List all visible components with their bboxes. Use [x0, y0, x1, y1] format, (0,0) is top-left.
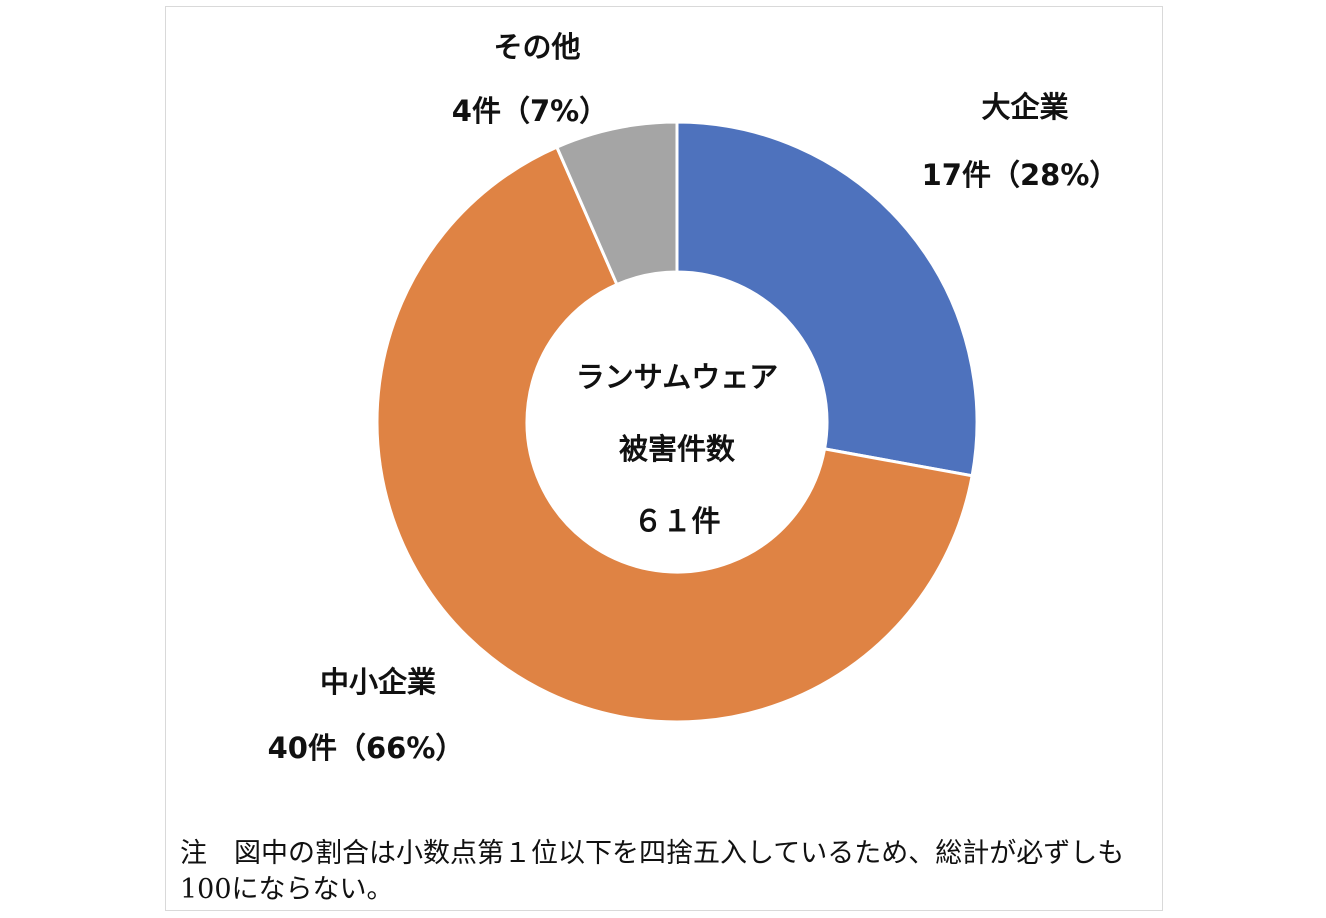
center-total: ６１件: [633, 504, 721, 538]
center-subtitle: 被害件数: [618, 432, 736, 466]
slice-sme: [375, 145, 974, 724]
chart-frame: [165, 6, 1163, 911]
slice-value-large: 17件（28%）: [921, 158, 1119, 192]
center-title: ランサムウェア: [575, 360, 779, 394]
footnote: 注 図中の割合は小数点第１位以下を四捨五入しているため、総計が必ずしも100にな…: [180, 838, 1125, 905]
slice-other: [554, 120, 679, 287]
slice-label-sme: 中小企業: [319, 665, 437, 699]
slice-value-sme: 40件（66%）: [267, 731, 465, 765]
slice-label-other: その他: [493, 30, 581, 64]
slice-label-large: 大企業: [981, 90, 1069, 124]
slice-value-other: 4件（7%）: [451, 94, 609, 128]
slice-large-enterprise: [675, 120, 979, 478]
